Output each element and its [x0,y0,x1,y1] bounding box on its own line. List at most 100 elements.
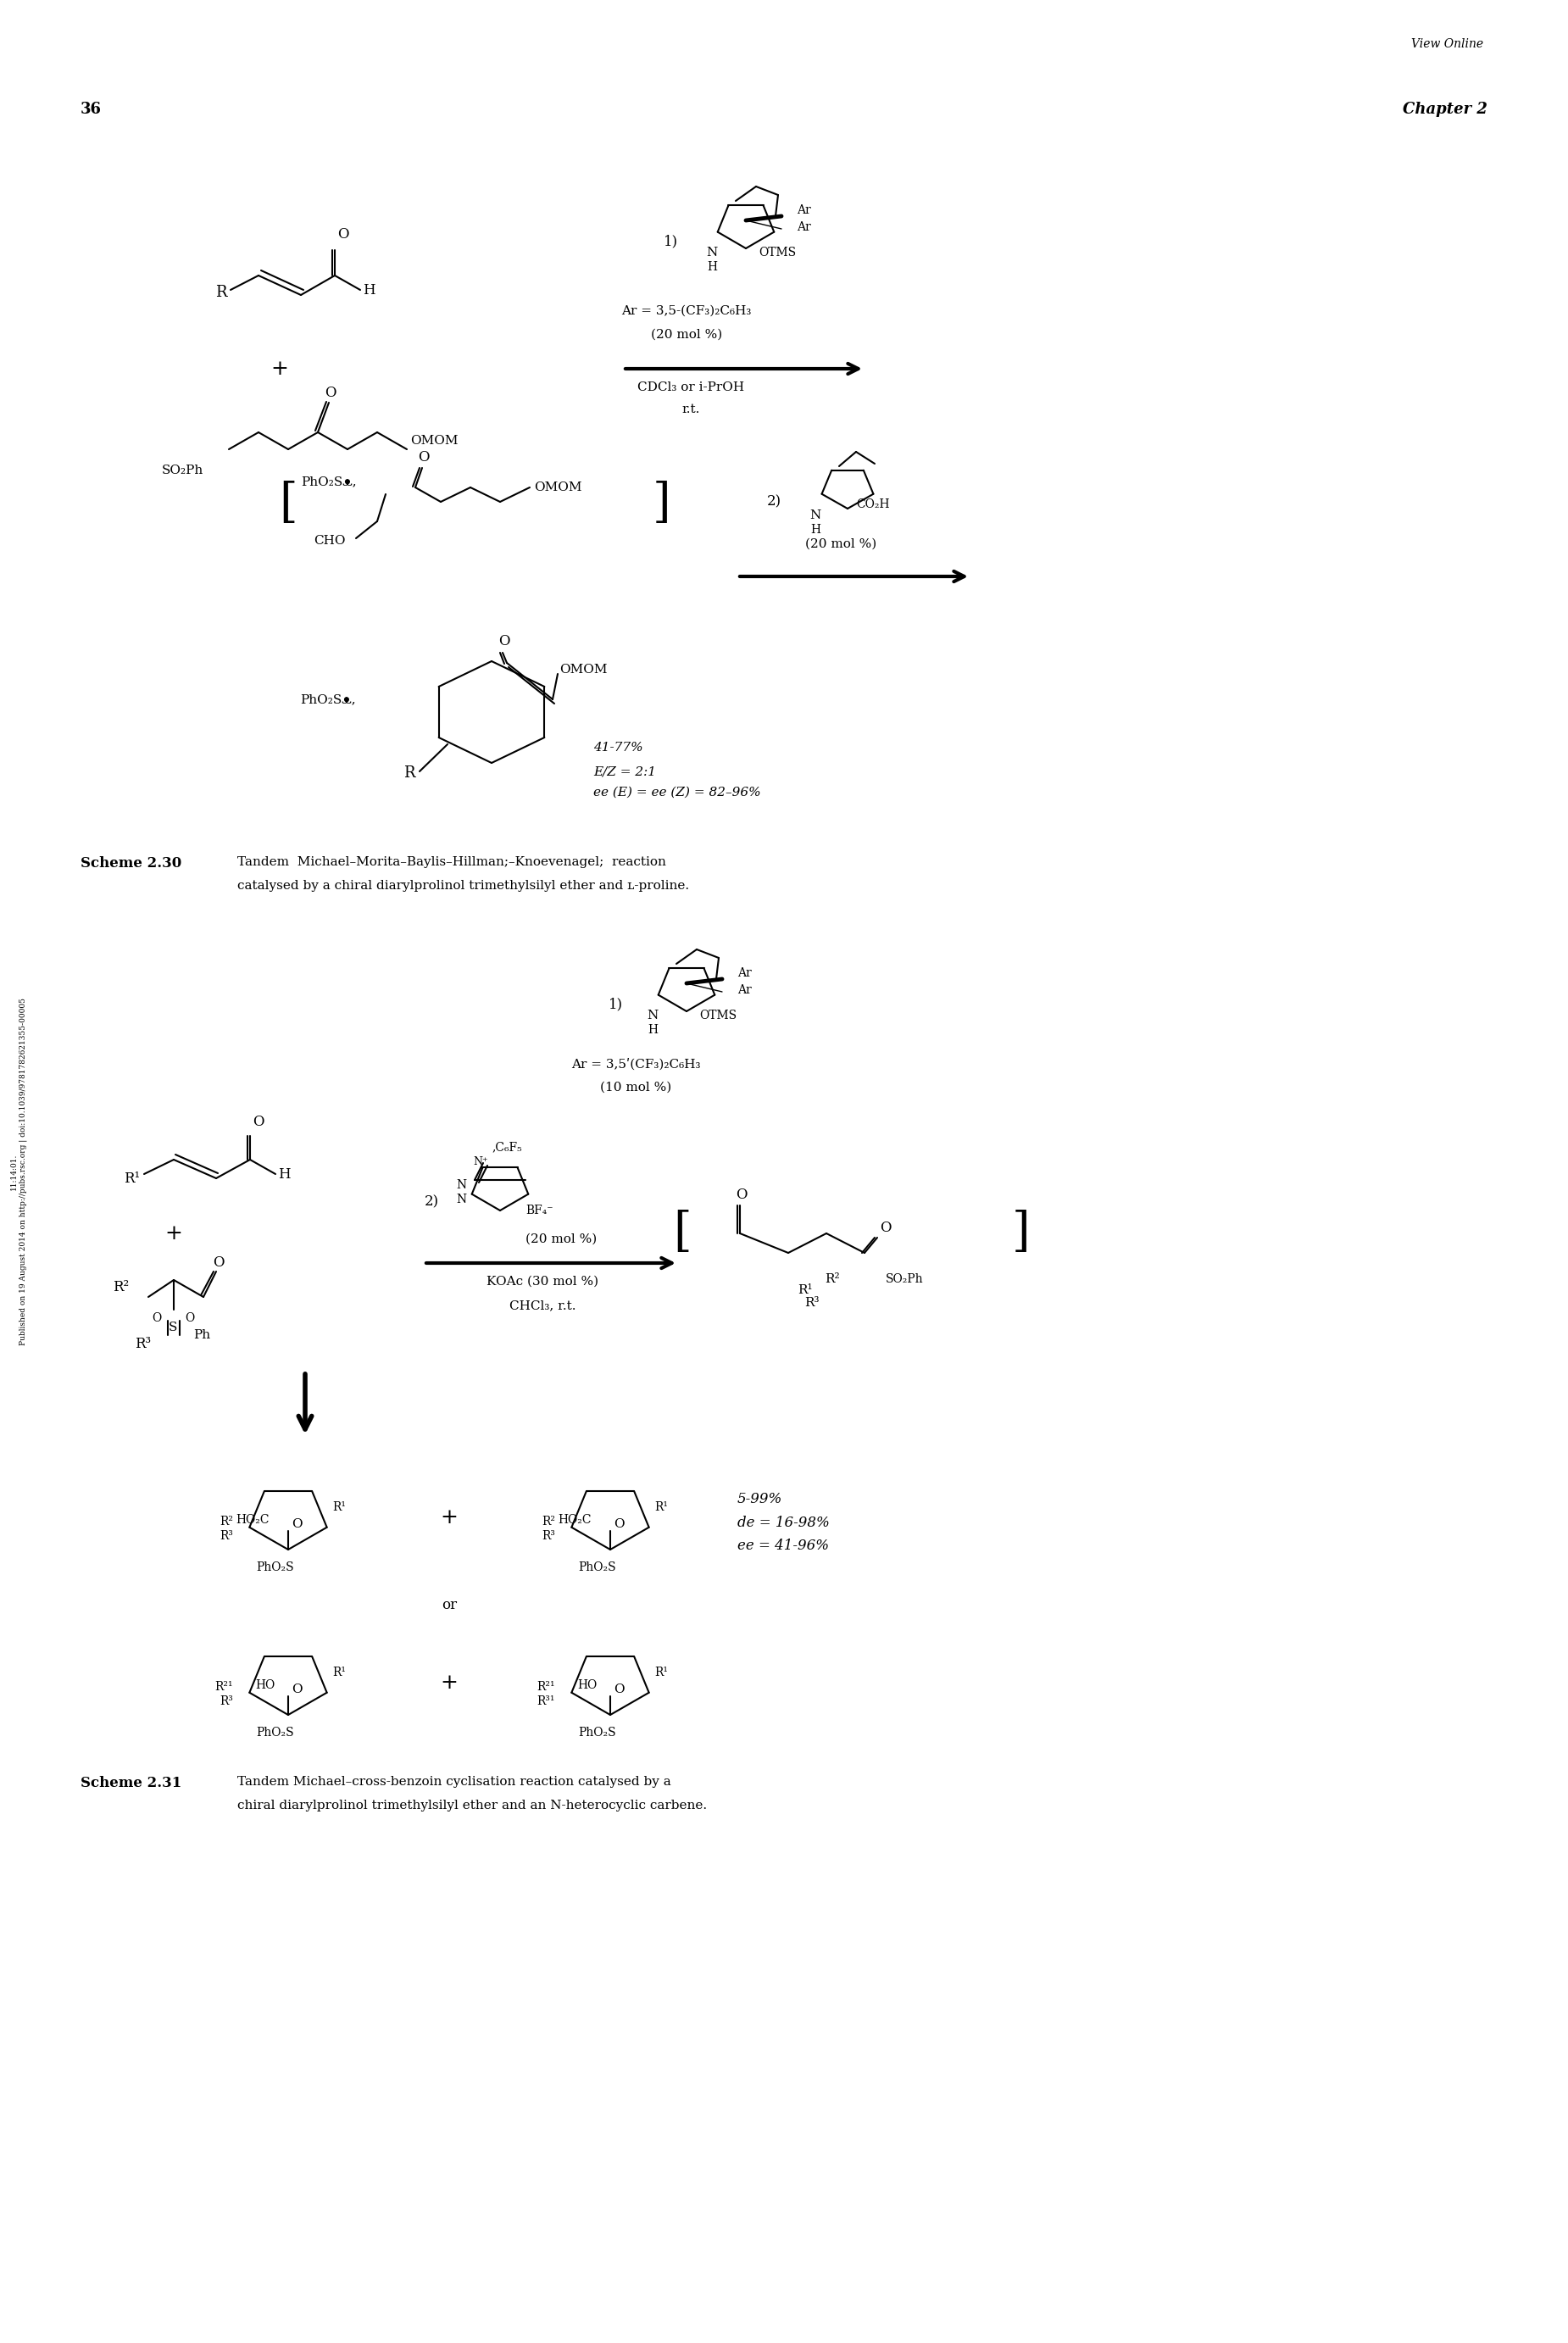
Text: HO: HO [579,1680,597,1692]
Text: Ar = 3,5-(CF₃)₂C₆H₃: Ar = 3,5-(CF₃)₂C₆H₃ [621,305,751,316]
Text: CHO: CHO [314,534,347,546]
Text: OMOM: OMOM [411,436,458,448]
Text: N⁺: N⁺ [474,1155,488,1167]
Text: R³: R³ [804,1298,820,1310]
Text: H: H [707,260,717,272]
Text: +: + [441,1673,458,1692]
Text: HO₂C: HO₂C [558,1514,591,1525]
Text: R¹: R¹ [332,1502,345,1514]
Text: R³: R³ [220,1696,234,1708]
Text: H: H [362,284,375,298]
Text: O: O [213,1256,224,1270]
Text: 5-99%: 5-99% [737,1492,782,1507]
Text: [: [ [673,1211,691,1256]
Text: O: O [152,1312,162,1324]
Text: ,C₆F₅: ,C₆F₅ [492,1141,522,1153]
Text: R²¹: R²¹ [536,1680,555,1694]
Text: 2): 2) [767,494,781,508]
Text: N: N [648,1010,659,1022]
Text: R²: R² [220,1516,234,1528]
Text: 1): 1) [663,234,677,248]
Text: OMOM: OMOM [535,480,582,494]
Text: OMOM: OMOM [560,663,607,675]
Text: ee = 41-96%: ee = 41-96% [737,1539,829,1553]
Text: HO₂C: HO₂C [237,1514,270,1525]
Text: R²: R² [825,1272,840,1284]
Text: SO₂Ph: SO₂Ph [162,464,204,476]
Text: O: O [185,1312,194,1324]
Text: +: + [441,1507,458,1528]
Text: PhO₂Sᴥ,: PhO₂Sᴥ, [301,476,356,487]
Text: HO: HO [256,1680,276,1692]
Text: Chapter 2: Chapter 2 [1403,101,1488,117]
Text: OTMS: OTMS [759,246,797,258]
Text: 1): 1) [608,998,622,1012]
Text: KOAc (30 mol %): KOAc (30 mol %) [486,1277,599,1289]
Text: E/Z = 2:1: E/Z = 2:1 [593,766,655,778]
Text: +: + [271,358,289,380]
Text: PhO₂S: PhO₂S [579,1560,616,1572]
Text: O: O [292,1518,303,1530]
Text: R³: R³ [135,1336,151,1352]
Text: R: R [405,766,416,780]
Text: BF₄⁻: BF₄⁻ [525,1204,554,1216]
Text: R¹: R¹ [654,1502,668,1514]
Text: Tandem  Michael–Morita–Baylis–Hillman;–Knoevenagel;  reaction: Tandem Michael–Morita–Baylis–Hillman;–Kn… [237,855,666,867]
Text: (10 mol %): (10 mol %) [601,1082,671,1094]
Text: R¹: R¹ [332,1666,345,1678]
Text: Ar = 3,5ʹ(CF₃)₂C₆H₃: Ar = 3,5ʹ(CF₃)₂C₆H₃ [571,1059,701,1071]
Text: O: O [735,1188,748,1202]
Text: SO₂Ph: SO₂Ph [886,1272,924,1284]
Text: chiral diarylprolinol trimethylsilyl ether and an N-heterocyclic carbene.: chiral diarylprolinol trimethylsilyl eth… [237,1799,707,1811]
Text: O: O [337,227,348,241]
Text: CHCl₃, r.t.: CHCl₃, r.t. [510,1300,575,1312]
Text: R²: R² [541,1516,555,1528]
Text: S: S [168,1321,177,1333]
Text: PhO₂S: PhO₂S [257,1727,295,1739]
Text: 11:14:01.
Published on 19 August 2014 on http://pubs.rsc.org | doi:10.1039/97817: 11:14:01. Published on 19 August 2014 on… [11,998,27,1345]
Text: Ar: Ar [737,984,751,996]
Text: 41-77%: 41-77% [593,743,643,754]
Text: View Online: View Online [1411,37,1483,49]
Text: O: O [325,387,336,401]
Text: O: O [252,1115,263,1129]
Text: N: N [706,246,718,258]
Text: OTMS: OTMS [699,1010,737,1022]
Text: catalysed by a chiral diarylprolinol trimethylsilyl ether and ʟ-proline.: catalysed by a chiral diarylprolinol tri… [237,881,690,893]
Text: H: H [811,525,820,537]
Text: N: N [809,508,822,522]
Text: ]: ] [652,480,670,527]
Text: 2): 2) [425,1195,439,1209]
Text: Scheme 2.31: Scheme 2.31 [80,1776,182,1790]
Text: H: H [648,1024,657,1036]
Text: de = 16-98%: de = 16-98% [737,1516,829,1530]
Text: R³: R³ [541,1530,555,1542]
Text: R²: R² [113,1279,129,1293]
Text: Tandem Michael–cross-benzoin cyclisation reaction catalysed by a: Tandem Michael–cross-benzoin cyclisation… [237,1776,671,1788]
Text: R¹: R¹ [124,1172,140,1186]
Text: PhO₂S: PhO₂S [579,1727,616,1739]
Text: N: N [456,1179,466,1190]
Text: O: O [613,1518,624,1530]
Text: Ar: Ar [737,968,751,979]
Text: PhO₂S: PhO₂S [257,1560,295,1572]
Text: H: H [278,1167,290,1181]
Text: O: O [292,1685,303,1696]
Text: R³¹: R³¹ [536,1696,555,1708]
Text: 36: 36 [80,101,102,117]
Text: O: O [499,635,510,649]
Text: O: O [613,1685,624,1696]
Text: (20 mol %): (20 mol %) [525,1232,597,1244]
Text: or: or [442,1598,456,1612]
Text: CO₂H: CO₂H [856,499,889,511]
Text: CDCl₃ or i-PrOH: CDCl₃ or i-PrOH [637,382,745,394]
Text: R¹: R¹ [798,1284,812,1296]
Text: (20 mol %): (20 mol %) [651,328,723,340]
Text: r.t.: r.t. [682,403,699,415]
Text: +: + [165,1223,182,1244]
Text: PhO₂Sᴥ,: PhO₂Sᴥ, [301,694,356,705]
Text: R: R [216,286,227,300]
Text: [: [ [279,480,298,527]
Text: Scheme 2.30: Scheme 2.30 [80,855,182,872]
Text: R¹: R¹ [654,1666,668,1678]
